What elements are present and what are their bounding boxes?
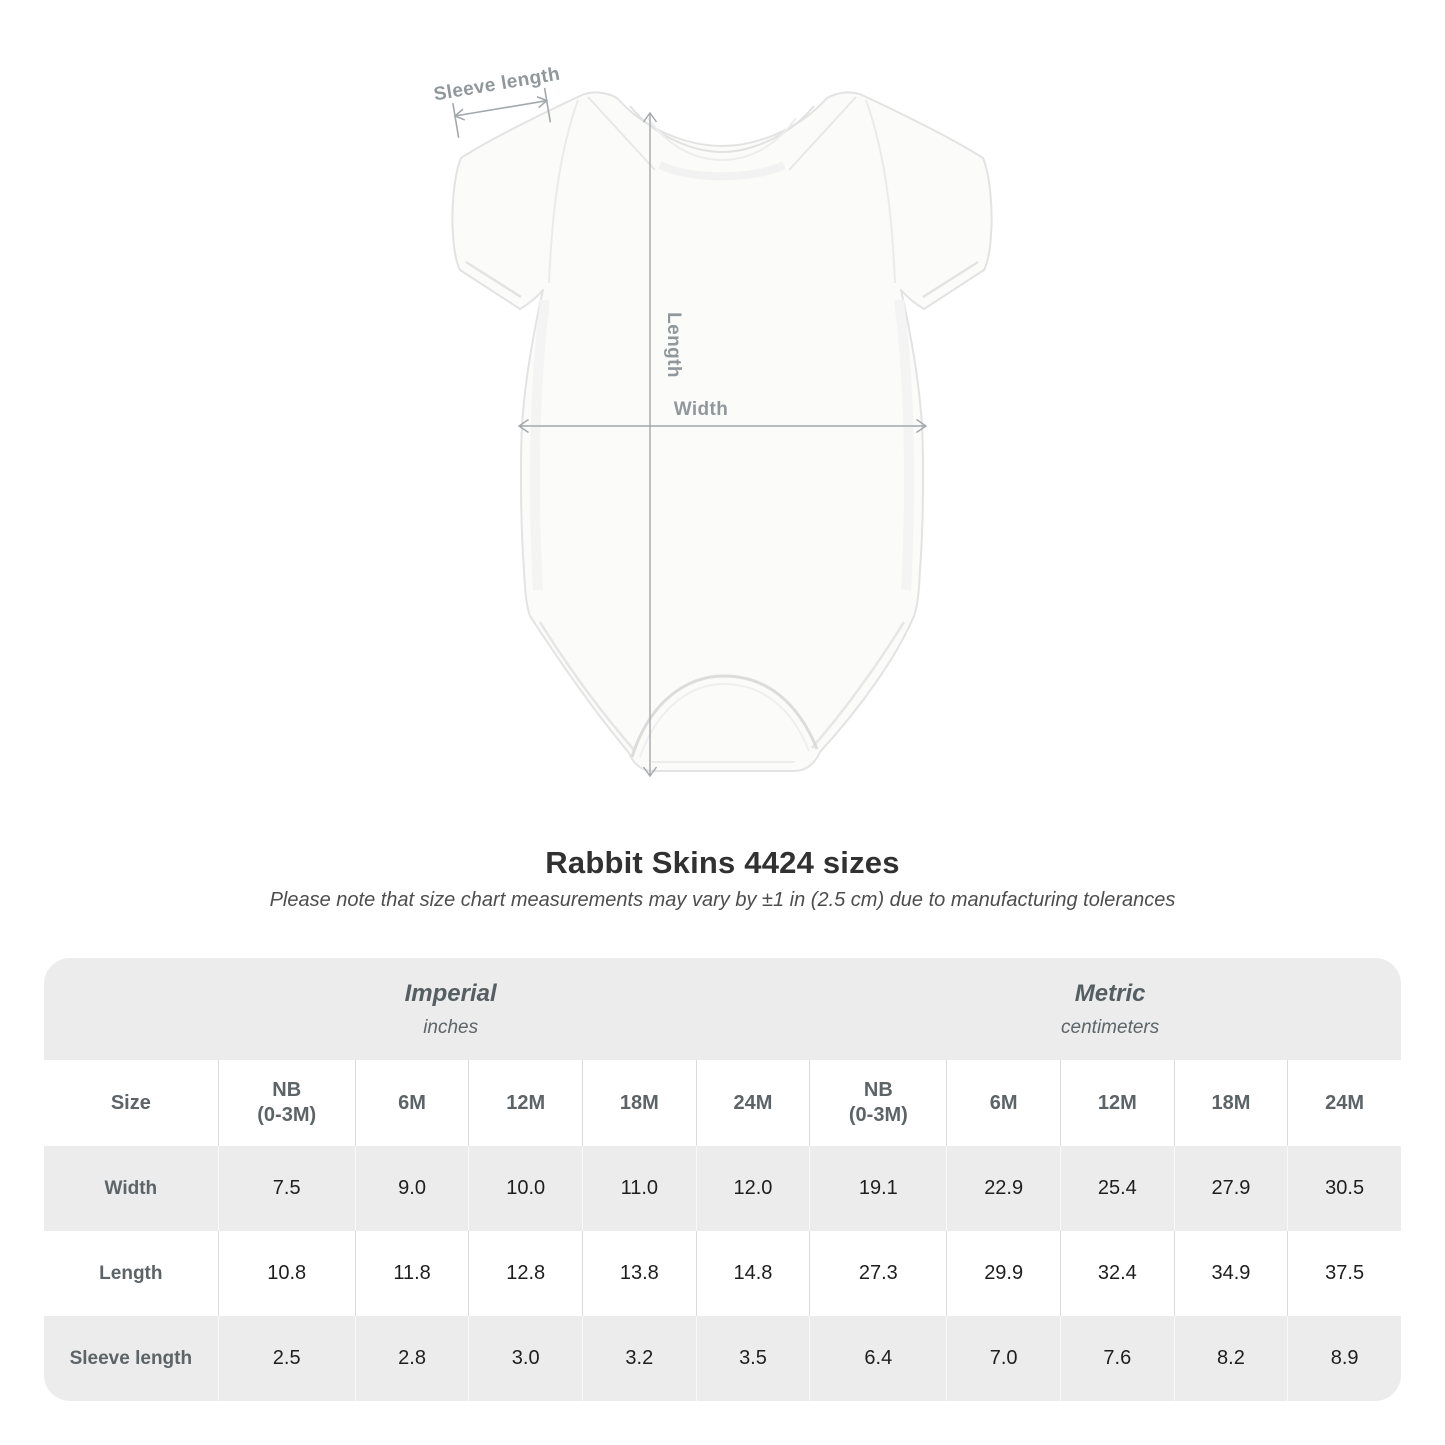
table-cell: 37.5 <box>1287 1231 1401 1316</box>
column-header: 18M <box>582 1060 696 1146</box>
column-header: 6M <box>354 1060 469 1146</box>
table-cell: 12.8 <box>468 1231 583 1316</box>
table-cell: 2.8 <box>354 1316 469 1401</box>
table-cell: 9.0 <box>354 1146 469 1231</box>
table-cell: 8.9 <box>1287 1316 1401 1401</box>
table-cell: 2.5 <box>217 1316 355 1401</box>
table-cell: 29.9 <box>946 1231 1060 1316</box>
width-arrow <box>517 418 928 434</box>
table-cell: 10.8 <box>217 1231 355 1316</box>
imperial-unit: inches <box>423 1016 479 1038</box>
size-header: Size <box>44 1060 218 1146</box>
table-cell: 13.8 <box>582 1231 696 1316</box>
table-cell: 12.0 <box>695 1146 810 1231</box>
size-table: Imperial inches Metric centimeters Size … <box>44 958 1401 1401</box>
column-header: 6M <box>946 1060 1060 1146</box>
unit-header-imperial: Imperial inches <box>44 958 810 1060</box>
table-cell: 8.2 <box>1173 1316 1288 1401</box>
size-table-container: Imperial inches Metric centimeters Size … <box>44 958 1401 1401</box>
table-cell: 10.0 <box>468 1146 583 1231</box>
table-cell: 19.1 <box>809 1146 947 1231</box>
table-cell: 11.0 <box>582 1146 696 1231</box>
sleeve-length-arrow <box>452 87 552 138</box>
width-label: Width <box>674 399 729 420</box>
table-row-width: Width 7.5 9.0 10.0 11.0 12.0 19.1 22.9 2… <box>44 1146 1401 1231</box>
bodysuit-shape <box>451 91 993 772</box>
table-cell: 7.6 <box>1059 1316 1174 1401</box>
table-cell: 14.8 <box>695 1231 810 1316</box>
table-cell: 3.2 <box>582 1316 696 1401</box>
row-label: Length <box>44 1231 218 1316</box>
page-title: Rabbit Skins 4424 sizes <box>545 845 900 880</box>
column-header: 24M <box>1287 1060 1401 1146</box>
column-header: NB (0-3M) <box>217 1060 355 1146</box>
unit-header-row: Imperial inches Metric centimeters <box>44 958 1401 1060</box>
row-label: Width <box>44 1146 218 1231</box>
table-cell: 22.9 <box>946 1146 1060 1231</box>
column-header: 12M <box>468 1060 583 1146</box>
table-cell: 32.4 <box>1059 1231 1174 1316</box>
bodysuit-illustration: Sleeve length Length Width <box>432 64 993 778</box>
column-header: 18M <box>1173 1060 1288 1146</box>
table-row-length: Length 10.8 11.8 12.8 13.8 14.8 27.3 29.… <box>44 1231 1401 1316</box>
table-cell: 27.9 <box>1173 1146 1288 1231</box>
column-header: NB (0-3M) <box>809 1060 947 1146</box>
size-header-row: Size NB (0-3M) 6M 12M 18M 24M NB (0-3M) … <box>44 1060 1401 1146</box>
column-header: 12M <box>1059 1060 1174 1146</box>
table-cell: 25.4 <box>1059 1146 1174 1231</box>
metric-unit: centimeters <box>1061 1016 1160 1038</box>
column-header: 24M <box>695 1060 810 1146</box>
imperial-label: Imperial <box>404 979 497 1007</box>
table-cell: 6.4 <box>809 1316 947 1401</box>
table-cell: 3.0 <box>468 1316 583 1401</box>
page-subtitle: Please note that size chart measurements… <box>269 889 1176 911</box>
table-cell: 3.5 <box>695 1316 810 1401</box>
table-row-sleeve-length: Sleeve length 2.5 2.8 3.0 3.2 3.5 6.4 7.… <box>44 1316 1401 1401</box>
table-cell: 34.9 <box>1173 1231 1288 1316</box>
table-cell: 27.3 <box>809 1231 947 1316</box>
row-label: Sleeve length <box>44 1316 218 1401</box>
unit-header-metric: Metric centimeters <box>809 958 1401 1060</box>
length-arrow <box>642 111 658 778</box>
table-cell: 11.8 <box>354 1231 469 1316</box>
table-cell: 7.5 <box>217 1146 355 1231</box>
length-label: Length <box>663 312 684 378</box>
table-cell: 30.5 <box>1287 1146 1401 1231</box>
table-cell: 7.0 <box>946 1316 1060 1401</box>
metric-label: Metric <box>1074 979 1146 1007</box>
